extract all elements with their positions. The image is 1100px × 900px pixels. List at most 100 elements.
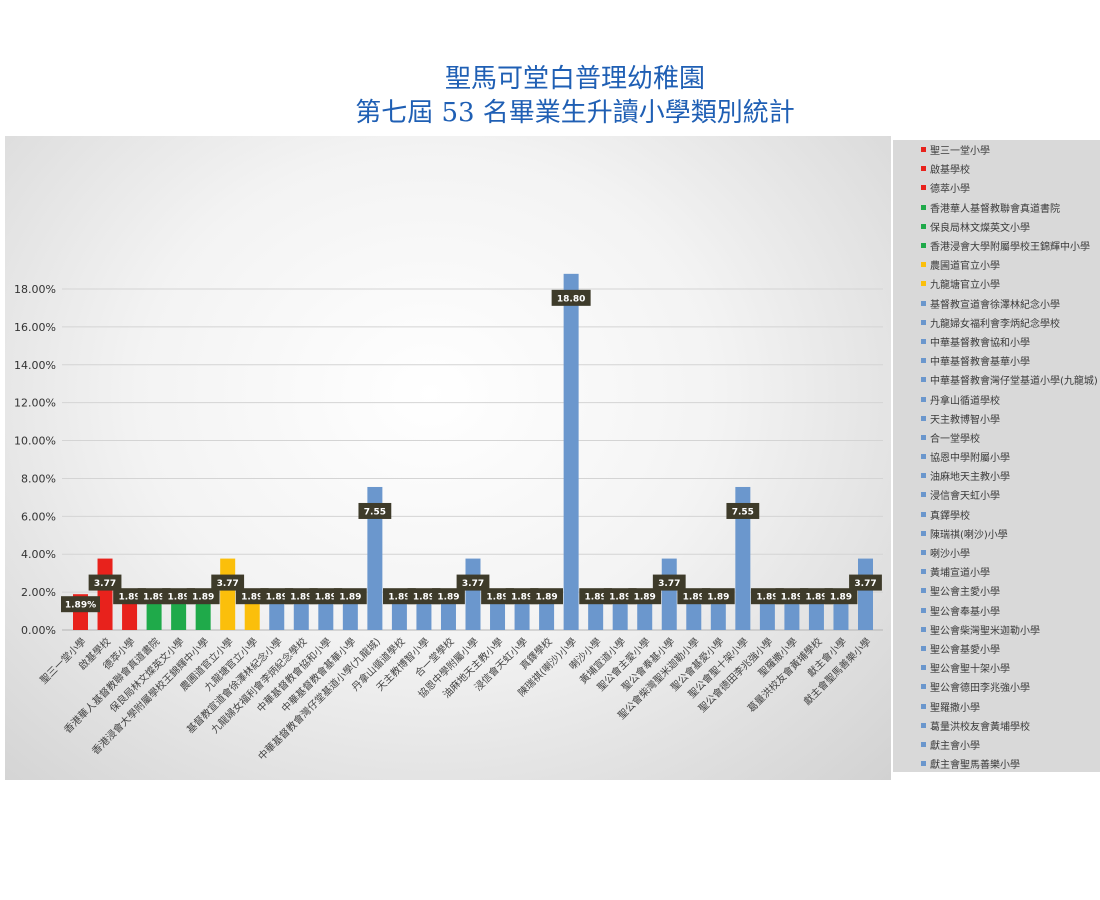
y-tick-label: 12.00% xyxy=(14,397,56,410)
data-label-text: 3.77 xyxy=(658,579,680,589)
legend-swatch xyxy=(921,741,926,747)
data-label: 18.80 xyxy=(551,289,591,306)
legend-swatch xyxy=(921,377,926,383)
data-label-text: 7.55 xyxy=(732,507,754,517)
chart-title-line-1: 聖馬可堂白普理幼稚園 xyxy=(444,64,705,94)
legend-item: 農圃道官立小學 xyxy=(893,255,1100,274)
legend-label: 葛量洪校友會黃埔學校 xyxy=(930,721,1030,733)
legend-label: 協恩中學附屬小學 xyxy=(930,453,1010,465)
data-label-text: 1.89 xyxy=(585,593,607,603)
legend-label: 聖公會柴灣聖米迦勒小學 xyxy=(930,625,1040,637)
legend: 聖三一堂小學 啟基學校德萃小學香港華人基督教聯會真道書院 保良局林文燦英文小學香港浸… xyxy=(893,140,1100,772)
data-label: 1.89 xyxy=(186,588,220,605)
data-label: 3.77 xyxy=(456,574,490,591)
bar xyxy=(220,558,236,630)
data-label: 1.89 xyxy=(628,588,662,605)
data-label: 1.89 xyxy=(701,588,735,605)
data-label-box xyxy=(333,588,367,605)
legend-swatch xyxy=(921,147,926,153)
y-tick-label: 8.00% xyxy=(21,472,56,485)
data-label-box xyxy=(211,574,245,591)
legend-swatch xyxy=(921,243,926,249)
data-label-box xyxy=(628,588,662,605)
legend-label: 基督教宣道會徐澤林紀念小學 xyxy=(930,299,1060,311)
data-label-box xyxy=(456,574,490,591)
data-label-text: 3.77 xyxy=(94,579,116,589)
legend-item: 合一堂學校 xyxy=(893,428,1100,447)
data-label-text: 1.89 xyxy=(290,593,312,603)
legend-swatch xyxy=(921,684,926,690)
data-label-box xyxy=(849,574,882,591)
bar xyxy=(858,558,873,630)
data-label: 3.77 xyxy=(652,574,686,591)
legend-label: 啟基學校 xyxy=(930,165,970,177)
legend-label: 德萃小學 xyxy=(930,184,970,196)
legend-item: 九龍婦女福利會李炳紀念學校 xyxy=(893,313,1100,332)
data-label-text: 3.77 xyxy=(217,579,239,589)
data-label: 1.89 xyxy=(530,588,563,605)
legend-label: 九龍婦女福利會李炳紀念學校 xyxy=(930,318,1060,330)
data-label: 3.77 xyxy=(211,574,245,591)
bar xyxy=(661,558,677,630)
legend-item: 中華基督教會基華小學 xyxy=(893,351,1100,370)
legend-item: 九龍塘官立小學 xyxy=(893,274,1100,293)
y-tick-label: 18.00% xyxy=(14,283,56,296)
legend-label: 天主教博智小學 xyxy=(930,414,1000,426)
data-label: 1.89 xyxy=(432,588,465,605)
legend-item: 真鐸學校 xyxy=(893,505,1100,524)
legend-swatch xyxy=(921,530,926,536)
legend-swatch xyxy=(921,185,926,191)
legend-label: 聖三一堂小學 xyxy=(930,146,990,158)
y-tick-label: 14.00% xyxy=(14,359,56,372)
data-label-text: 1.89 xyxy=(707,593,729,603)
data-label-box xyxy=(652,574,686,591)
legend-item: 香港浸會大學附屬學校王錦輝中小學 xyxy=(893,236,1100,255)
legend-item: 喇沙小學 xyxy=(893,543,1100,562)
legend-swatch xyxy=(921,569,926,575)
legend-label: 中華基督教會灣仔堂基道小學(九龍城) xyxy=(930,376,1098,388)
legend-swatch xyxy=(921,434,926,440)
legend-label: 聖公會基愛小學 xyxy=(930,644,1000,656)
data-label-text: 1.89 xyxy=(118,593,140,603)
y-tick-label: 10.00% xyxy=(14,435,56,448)
data-label-text: 1.89 xyxy=(683,593,705,603)
legend-swatch xyxy=(921,338,926,344)
legend-item: 聖公會奉基小學 xyxy=(893,601,1100,620)
legend-label: 香港浸會大學附屬學校王錦輝中小學 xyxy=(930,242,1090,254)
legend-swatch xyxy=(921,204,926,210)
legend-label: 丹拿山循道學校 xyxy=(930,395,1000,407)
y-tick-label: 6.00% xyxy=(21,510,56,523)
data-label: 3.77 xyxy=(849,574,882,591)
legend-item: 聖公會柴灣聖米迦勒小學 xyxy=(893,620,1100,639)
data-label-text: 1.89 xyxy=(315,593,337,603)
data-label-text: 1.89 xyxy=(609,593,631,603)
legend-label: 中華基督教會基華小學 xyxy=(930,357,1030,369)
data-label-text: 7.55 xyxy=(364,507,386,517)
legend-item: 基督教宣道會徐澤林紀念小學 xyxy=(893,294,1100,313)
legend-item: 黃埔宣道小學 xyxy=(893,562,1100,581)
legend-swatch xyxy=(921,492,926,498)
bar xyxy=(735,486,751,630)
data-label-text: 1.89 xyxy=(437,593,459,603)
legend-label: 獻主會小學 xyxy=(930,740,980,752)
data-labels: 1.89%3.771.89 1.89 1.89 1.893.771.89 1.89 1.8… xyxy=(61,289,882,613)
legend-item: 德萃小學 xyxy=(893,178,1100,197)
data-label-text: 1.89 xyxy=(339,593,361,603)
legend-swatch xyxy=(921,550,926,556)
data-label-text: 1.89 xyxy=(486,593,508,603)
legend-item: 浸信會天虹小學 xyxy=(893,485,1100,504)
data-label-box xyxy=(61,596,100,613)
data-label: 1.89% xyxy=(61,596,100,613)
data-label: 7.55 xyxy=(358,502,392,519)
legend-label: 農圃道官立小學 xyxy=(930,261,1000,273)
legend-swatch xyxy=(921,300,926,306)
y-tick-label: 2.00% xyxy=(21,586,56,599)
legend-label: 獻主會聖馬善樂小學 xyxy=(930,760,1020,772)
legend-swatch xyxy=(921,396,926,402)
legend-item: 香港華人基督教聯會真道書院 xyxy=(893,198,1100,217)
legend-swatch xyxy=(921,262,926,268)
legend-item: 保良局林文燦英文小學 xyxy=(893,217,1100,236)
legend-label: 油麻地天主教小學 xyxy=(930,472,1010,484)
legend-swatch xyxy=(921,761,926,767)
